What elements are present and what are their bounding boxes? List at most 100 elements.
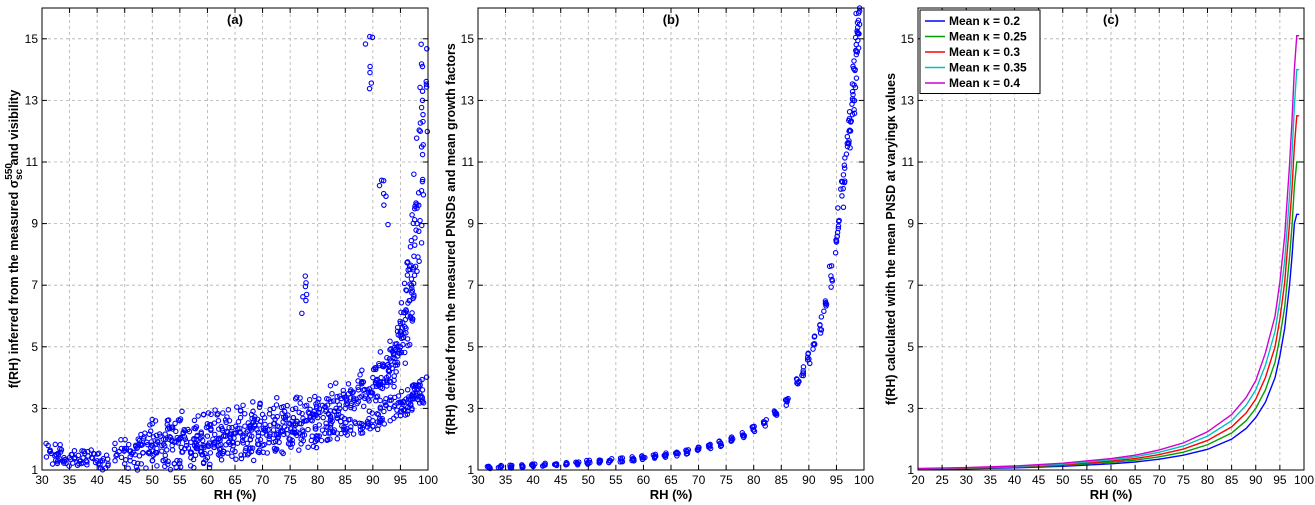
data-point <box>147 428 154 434</box>
x-tick-label: 60 <box>201 473 215 487</box>
data-point <box>851 58 857 64</box>
x-tick-label: 45 <box>118 473 132 487</box>
data-point <box>407 313 414 320</box>
y-tick-label: 13 <box>901 93 915 107</box>
data-point <box>411 205 418 212</box>
data-point <box>366 398 372 404</box>
x-tick-label: 90 <box>802 473 816 487</box>
data-point <box>423 84 430 90</box>
data-point <box>207 450 214 456</box>
data-point <box>289 437 295 444</box>
data-point <box>256 422 262 428</box>
data-point <box>246 423 253 429</box>
data-point <box>300 437 307 444</box>
data-point <box>414 205 420 211</box>
data-point <box>195 445 201 451</box>
data-point <box>270 414 276 420</box>
data-point <box>159 442 165 449</box>
data-point <box>853 51 860 58</box>
data-point <box>279 410 285 417</box>
data-point <box>299 310 305 317</box>
data-point <box>302 403 308 409</box>
data-point <box>763 416 769 423</box>
data-point <box>407 244 414 250</box>
data-point <box>364 424 371 430</box>
data-point <box>343 419 349 426</box>
data-point <box>843 151 850 157</box>
data-point <box>846 127 853 133</box>
data-point <box>256 449 262 456</box>
data-point <box>419 178 426 185</box>
legend-label: Mean κ = 0.35 <box>949 61 1027 75</box>
data-point <box>343 398 350 404</box>
data-point <box>362 395 368 402</box>
data-point <box>135 436 141 442</box>
data-point <box>103 452 110 459</box>
data-point <box>424 46 430 52</box>
data-point <box>307 414 313 421</box>
data-point <box>344 432 350 438</box>
data-point <box>248 433 255 439</box>
x-tick-label: 35 <box>499 473 513 487</box>
data-point <box>161 443 168 449</box>
data-point <box>377 397 383 404</box>
x-tick-label: 30 <box>960 473 974 487</box>
data-point <box>542 460 548 467</box>
data-point <box>811 333 818 339</box>
x-tick-label: 45 <box>554 473 568 487</box>
data-point <box>365 421 372 427</box>
data-point <box>841 162 848 169</box>
data-point <box>409 407 415 413</box>
data-point <box>266 439 272 446</box>
data-point <box>341 426 347 433</box>
data-point <box>411 272 418 279</box>
data-point <box>324 395 330 402</box>
data-point <box>150 434 157 440</box>
x-tick-label: 95 <box>1273 473 1287 487</box>
panel-b-scatter-chart: 30 35 40 45 50 55 60 65 70 75 80 85 90 95 100135791113… <box>444 5 874 502</box>
x-tick-label: 75 <box>283 473 297 487</box>
x-tick-label: 65 <box>1128 473 1142 487</box>
data-point <box>398 300 405 306</box>
data-point <box>498 462 504 469</box>
data-point <box>552 461 559 468</box>
data-point <box>323 420 329 426</box>
data-point <box>301 418 307 424</box>
data-point <box>159 448 165 454</box>
x-axis-label: RH (%) <box>1090 487 1133 502</box>
data-point <box>398 309 404 316</box>
data-point <box>237 414 244 421</box>
data-point <box>172 420 178 427</box>
x-tick-label: 85 <box>339 473 353 487</box>
data-point <box>322 430 328 437</box>
data-point <box>417 378 423 385</box>
data-point <box>394 324 401 331</box>
data-point <box>250 399 256 405</box>
data-point <box>420 400 427 406</box>
data-point <box>416 127 422 133</box>
x-tick-label: 70 <box>256 473 270 487</box>
data-point <box>351 405 357 412</box>
data-point <box>140 449 146 456</box>
data-point <box>350 431 357 437</box>
data-point <box>264 432 270 439</box>
legend-label: Mean κ = 0.4 <box>949 76 1020 90</box>
data-point <box>283 414 289 420</box>
data-point <box>324 437 330 444</box>
data-point <box>404 386 411 393</box>
data-point <box>355 378 361 384</box>
data-point <box>173 438 179 445</box>
y-tick-label: 5 <box>907 340 914 354</box>
data-point <box>286 420 292 426</box>
data-point <box>416 258 422 264</box>
data-point <box>150 452 156 459</box>
panel-title: (b) <box>663 12 680 27</box>
data-point <box>412 235 418 241</box>
data-point <box>403 287 409 293</box>
data-point <box>419 222 425 229</box>
data-point <box>179 449 185 455</box>
data-point <box>254 441 261 448</box>
data-point <box>374 411 380 417</box>
data-point <box>200 459 207 466</box>
data-point <box>146 431 153 438</box>
